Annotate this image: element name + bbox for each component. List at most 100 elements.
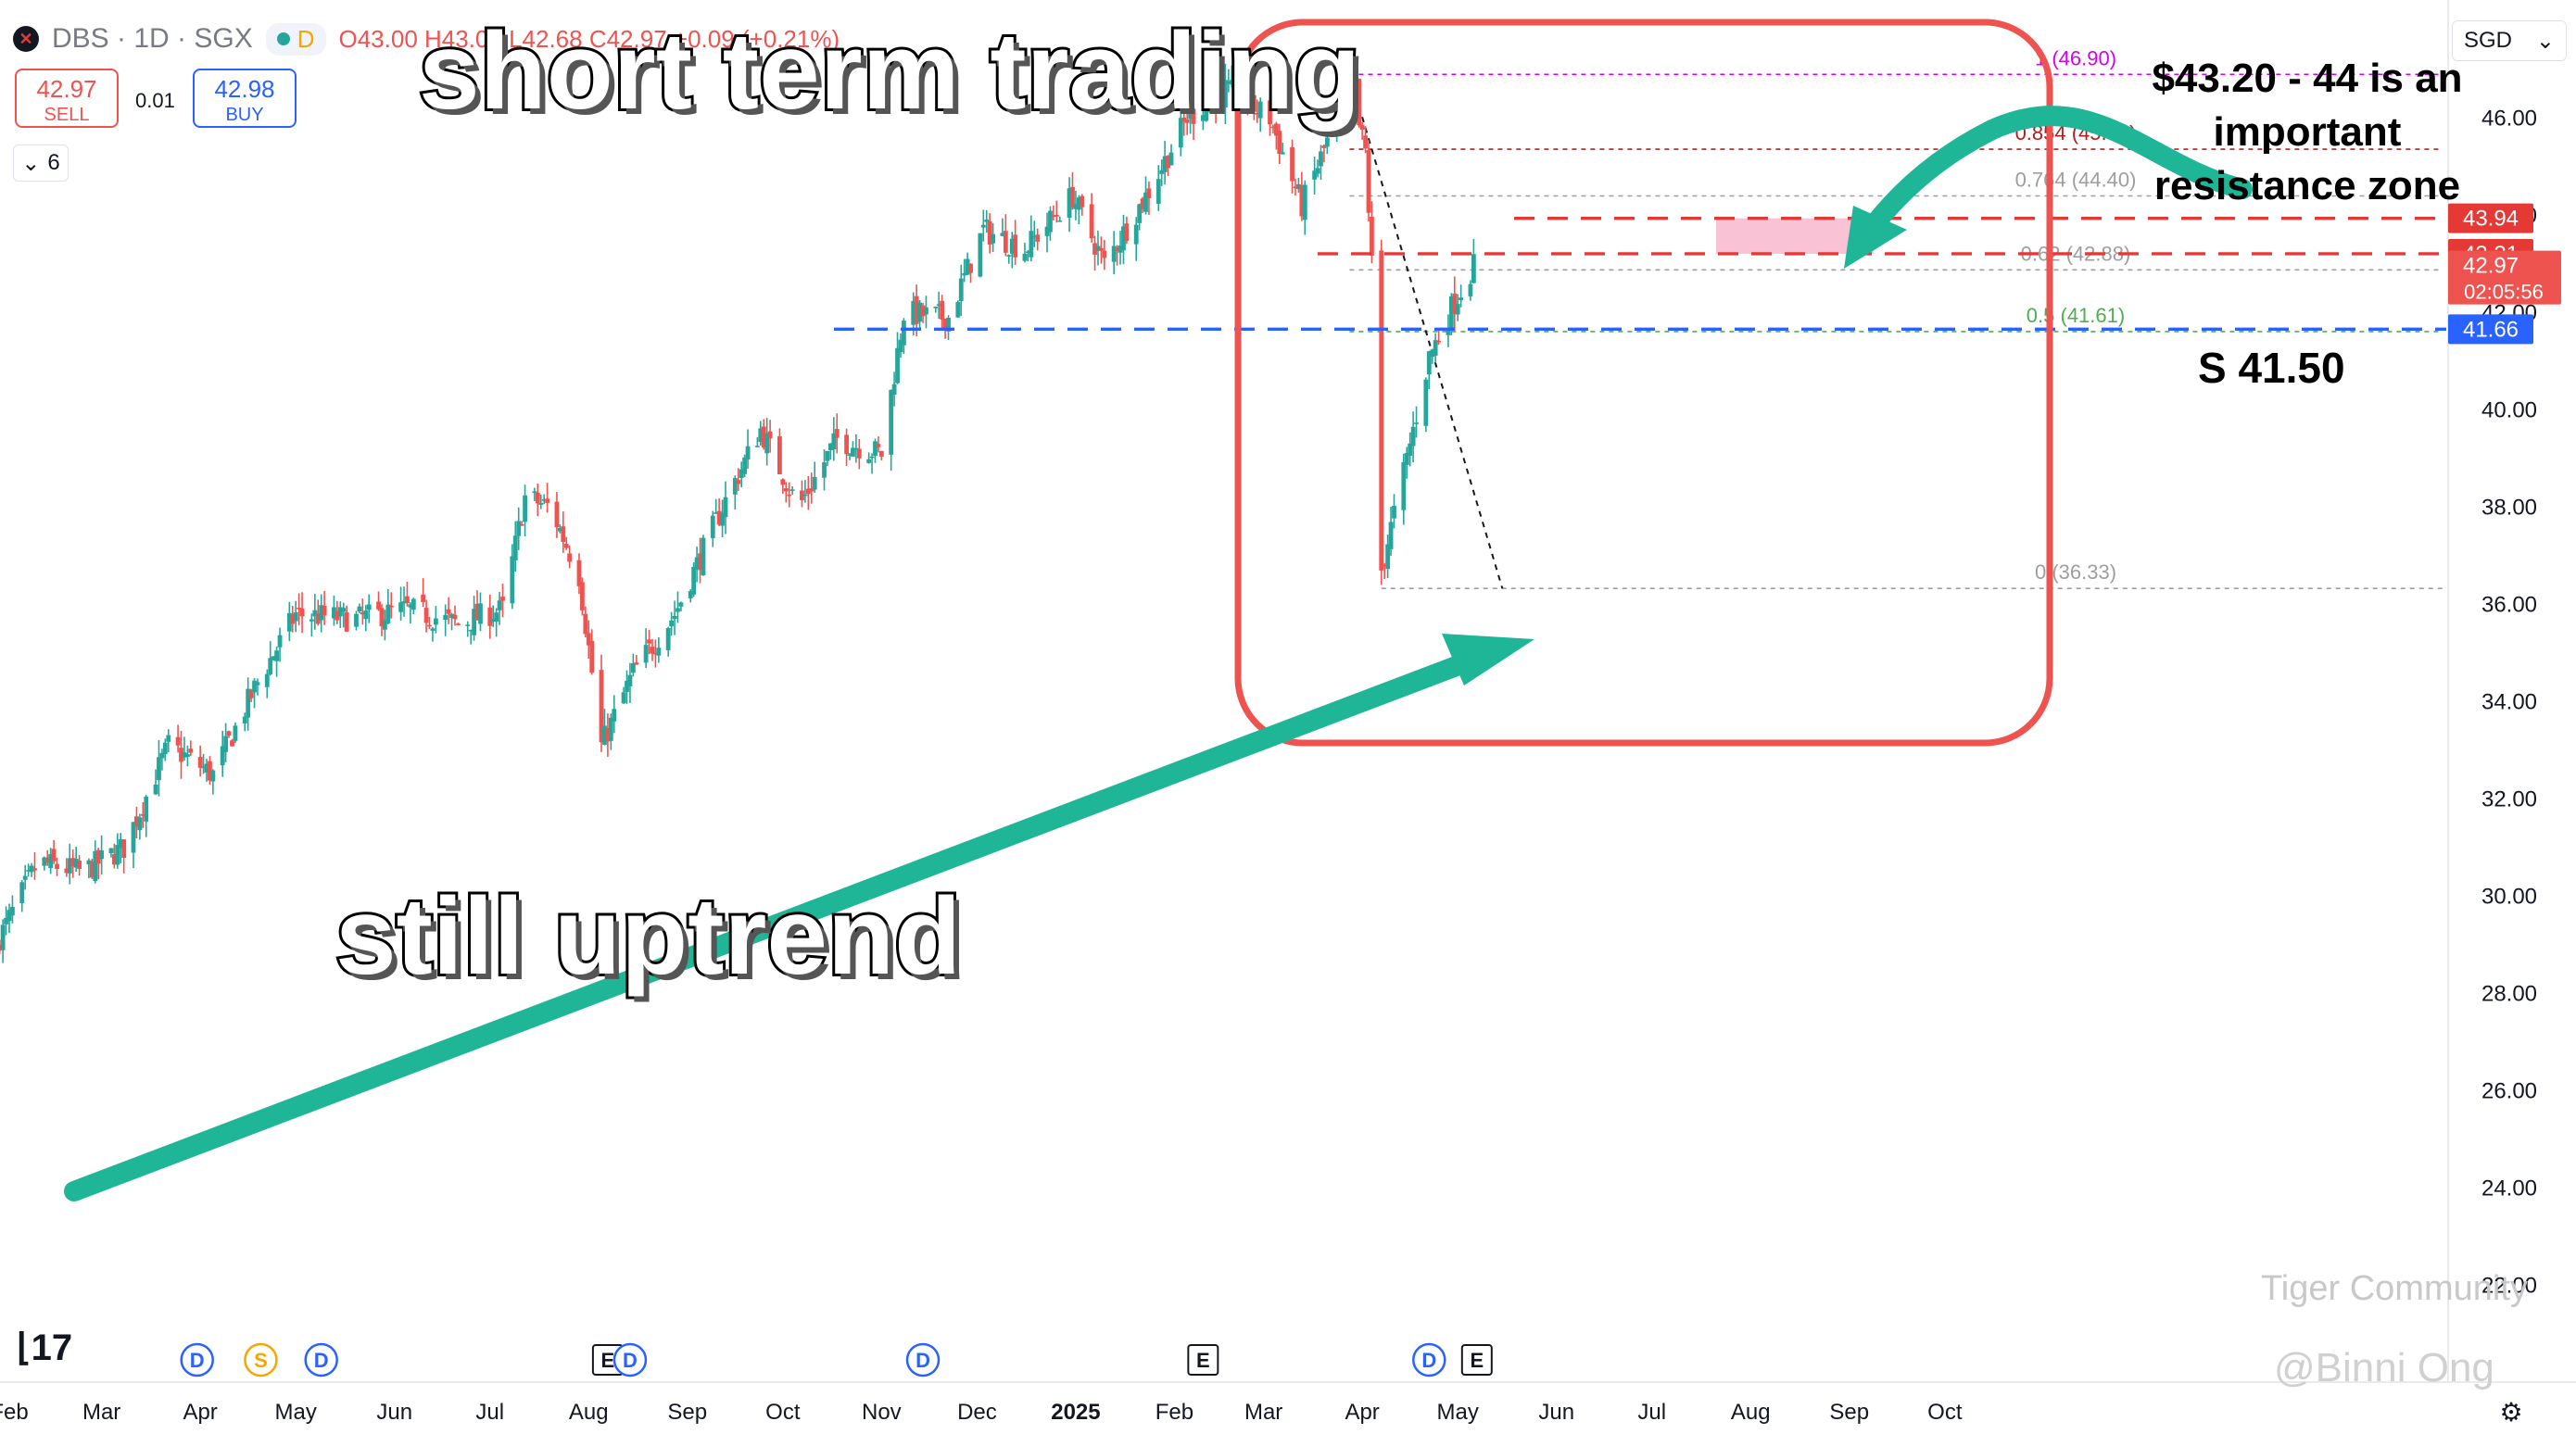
tradingview-logo-icon[interactable]: ⌊17 [17, 1327, 73, 1368]
candle-body [1359, 124, 1365, 130]
candle-body [410, 598, 416, 610]
candle-body [1095, 245, 1101, 251]
candle [643, 628, 649, 669]
candle-body [936, 304, 941, 306]
candle [856, 438, 862, 470]
short-term-box[interactable] [1234, 19, 2053, 747]
candle-body [1385, 544, 1391, 570]
candle [223, 723, 229, 762]
candle [1210, 82, 1216, 104]
candle [1370, 201, 1374, 264]
candle-body [532, 491, 537, 493]
candle [602, 709, 607, 746]
candle [421, 578, 426, 608]
event-marker-E[interactable]: E [1187, 1344, 1219, 1376]
candle-body [1426, 351, 1432, 375]
candle-body [688, 591, 693, 598]
candle-body [379, 608, 385, 627]
candle [208, 756, 212, 785]
candle-body [653, 652, 658, 655]
event-marker-E[interactable]: E [1460, 1344, 1493, 1376]
x-tick-label: Jun [376, 1400, 412, 1425]
candle [1344, 87, 1349, 102]
candle-body [1159, 170, 1165, 174]
candle [1067, 177, 1072, 233]
candle [523, 484, 527, 537]
candle-body [980, 224, 986, 228]
candle-body [478, 603, 483, 624]
x-tick-label: Apr [183, 1400, 217, 1425]
event-marker-D[interactable]: D [612, 1342, 648, 1377]
candle-body [625, 680, 629, 693]
candle-body [315, 613, 321, 624]
candle [538, 494, 544, 509]
candle-body [1245, 104, 1250, 107]
candle-body [73, 859, 79, 868]
candle-body [487, 607, 493, 626]
candle-body [297, 608, 302, 610]
candle [401, 586, 407, 617]
candle [1337, 93, 1343, 120]
candle-body [140, 813, 145, 816]
candle [1054, 200, 1059, 223]
x-tick-label: Oct [1927, 1400, 1963, 1425]
candle-body [1468, 283, 1473, 296]
candle [1025, 249, 1030, 262]
settings-gear-icon[interactable]: ⚙ [2499, 1397, 2522, 1428]
candle-body [175, 736, 181, 746]
event-marker-letter: E [1196, 1349, 1210, 1372]
buy-button[interactable]: 42.98 BUY [193, 69, 297, 128]
candle-body [197, 757, 203, 768]
candle [1334, 99, 1340, 143]
y-tick-label: 28.00 [2481, 982, 2537, 1007]
candle [86, 858, 92, 879]
candle [472, 596, 476, 641]
candle [512, 521, 518, 572]
candle [1458, 284, 1464, 308]
candle [1051, 205, 1056, 220]
candle [73, 847, 79, 873]
candle [490, 605, 496, 627]
price-label-box [2448, 250, 2561, 305]
x-tick-label: Sep [1829, 1400, 1869, 1425]
candle-body [1111, 245, 1117, 262]
candle-body [1191, 108, 1196, 124]
candle [580, 577, 585, 616]
candle [647, 629, 651, 655]
candle-body [1229, 80, 1234, 85]
event-marker-D[interactable]: D [1412, 1342, 1446, 1377]
event-marker-D[interactable]: D [304, 1342, 338, 1377]
candle-body [1446, 328, 1451, 335]
candle-body [676, 608, 680, 612]
candle [1257, 97, 1263, 132]
candle [1382, 562, 1387, 579]
symbol-title[interactable]: DBS · 1D · SGX [52, 23, 253, 54]
candle-body [576, 560, 582, 586]
candle [1200, 109, 1206, 131]
candle-body [108, 848, 114, 853]
currency-select[interactable]: SGD ⌄ [2452, 20, 2567, 61]
candle-body [366, 604, 372, 610]
candle [621, 686, 626, 704]
event-marker-D[interactable]: D [180, 1342, 214, 1377]
candle [991, 222, 996, 253]
candle-body [716, 510, 722, 525]
candle-body [561, 526, 566, 542]
sell-button[interactable]: 42.97 SELL [15, 69, 119, 128]
candle-body [1458, 297, 1464, 301]
event-marker-D[interactable]: D [905, 1342, 941, 1377]
indicators-toggle[interactable]: ⌄ 6 [13, 145, 69, 182]
candle [230, 738, 234, 747]
candle [1223, 63, 1228, 125]
x-tick-label: Jul [1637, 1400, 1666, 1425]
candle [1178, 105, 1183, 157]
candle-body [589, 640, 595, 673]
candle [357, 603, 362, 614]
candle-body [940, 300, 945, 320]
candle [246, 677, 251, 731]
candle-body [376, 601, 381, 610]
candle-body [1290, 146, 1294, 182]
market-status-badge[interactable]: D [265, 22, 326, 56]
event-marker-S[interactable]: S [244, 1342, 278, 1377]
